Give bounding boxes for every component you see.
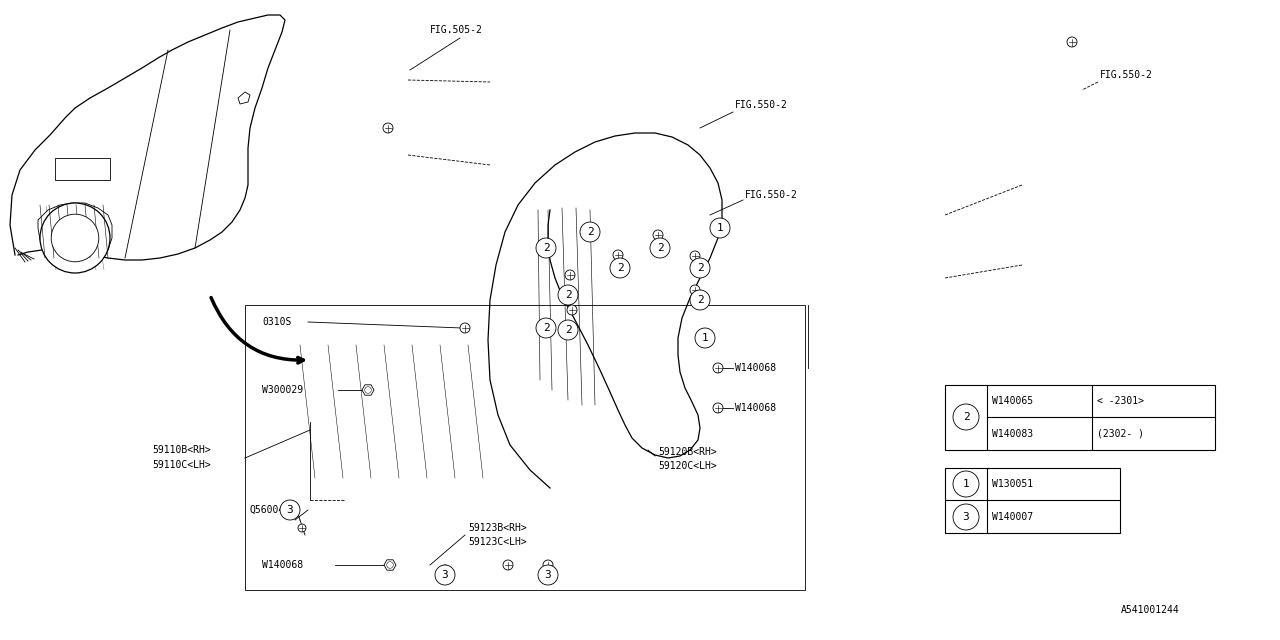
Text: FIG.550-2: FIG.550-2 (745, 190, 797, 200)
Circle shape (564, 270, 575, 280)
Circle shape (543, 560, 553, 570)
Text: 59120B<RH>: 59120B<RH> (658, 447, 717, 457)
Polygon shape (238, 92, 250, 104)
Text: Q560042: Q560042 (250, 505, 291, 515)
Polygon shape (384, 560, 396, 570)
Text: 1: 1 (963, 479, 969, 489)
Bar (244, 305, 805, 590)
Text: 3: 3 (963, 512, 969, 522)
Circle shape (690, 290, 710, 310)
Text: 1: 1 (701, 333, 708, 343)
Circle shape (383, 123, 393, 133)
Circle shape (580, 222, 600, 242)
Circle shape (440, 565, 451, 575)
Circle shape (365, 387, 371, 394)
Circle shape (611, 258, 630, 278)
Circle shape (536, 238, 556, 258)
Text: (2302- ): (2302- ) (1097, 429, 1144, 439)
Circle shape (690, 258, 710, 278)
Circle shape (558, 285, 579, 305)
Circle shape (613, 250, 623, 260)
Text: 59123B<RH>: 59123B<RH> (468, 523, 527, 533)
Circle shape (558, 320, 579, 340)
Circle shape (1068, 37, 1076, 47)
Text: 59110C<LH>: 59110C<LH> (152, 460, 211, 470)
Circle shape (954, 504, 979, 530)
Text: 2: 2 (963, 412, 969, 422)
Circle shape (536, 318, 556, 338)
Text: W140068: W140068 (735, 363, 776, 373)
Text: 2: 2 (696, 263, 704, 273)
Circle shape (690, 251, 700, 261)
Text: 2: 2 (657, 243, 663, 253)
Circle shape (503, 560, 513, 570)
Text: 2: 2 (617, 263, 623, 273)
Circle shape (298, 524, 306, 532)
Text: 3: 3 (544, 570, 552, 580)
Circle shape (387, 562, 393, 568)
Circle shape (650, 238, 669, 258)
Circle shape (460, 323, 470, 333)
Bar (945, 468, 1120, 533)
Text: 3: 3 (442, 570, 448, 580)
Text: < -2301>: < -2301> (1097, 396, 1144, 406)
Bar (55, 158, 110, 180)
Text: 2: 2 (543, 323, 549, 333)
Text: FIG.550-2: FIG.550-2 (735, 100, 788, 110)
Circle shape (280, 500, 300, 520)
Text: W130051: W130051 (992, 479, 1033, 489)
Text: 1: 1 (717, 223, 723, 233)
Circle shape (51, 214, 99, 262)
Text: W140083: W140083 (992, 429, 1033, 439)
Circle shape (710, 218, 730, 238)
Text: FIG.550-2: FIG.550-2 (1100, 70, 1153, 80)
Circle shape (695, 328, 716, 348)
Polygon shape (38, 203, 113, 258)
Circle shape (435, 565, 454, 585)
Circle shape (653, 230, 663, 240)
Text: 59110B<RH>: 59110B<RH> (152, 445, 211, 455)
Circle shape (713, 363, 723, 373)
Text: 0310S: 0310S (262, 317, 292, 327)
Bar (945, 385, 1215, 450)
Polygon shape (362, 385, 374, 395)
Text: FIG.505-2: FIG.505-2 (430, 25, 483, 35)
Text: 2: 2 (586, 227, 594, 237)
Text: A541001244: A541001244 (1120, 605, 1179, 615)
Circle shape (690, 285, 700, 295)
Circle shape (538, 565, 558, 585)
Text: 59123C<LH>: 59123C<LH> (468, 537, 527, 547)
Text: W140068: W140068 (735, 403, 776, 413)
Text: W140065: W140065 (992, 396, 1033, 406)
Circle shape (954, 471, 979, 497)
Text: 2: 2 (564, 325, 571, 335)
Text: W140007: W140007 (992, 512, 1033, 522)
Text: 2: 2 (696, 295, 704, 305)
Text: 59120C<LH>: 59120C<LH> (658, 461, 717, 471)
Text: W140068: W140068 (262, 560, 303, 570)
Text: W300029: W300029 (262, 385, 303, 395)
Circle shape (40, 203, 110, 273)
Circle shape (954, 404, 979, 430)
Text: 3: 3 (287, 505, 293, 515)
Text: 2: 2 (543, 243, 549, 253)
Circle shape (713, 403, 723, 413)
Circle shape (567, 305, 577, 315)
Text: 2: 2 (564, 290, 571, 300)
